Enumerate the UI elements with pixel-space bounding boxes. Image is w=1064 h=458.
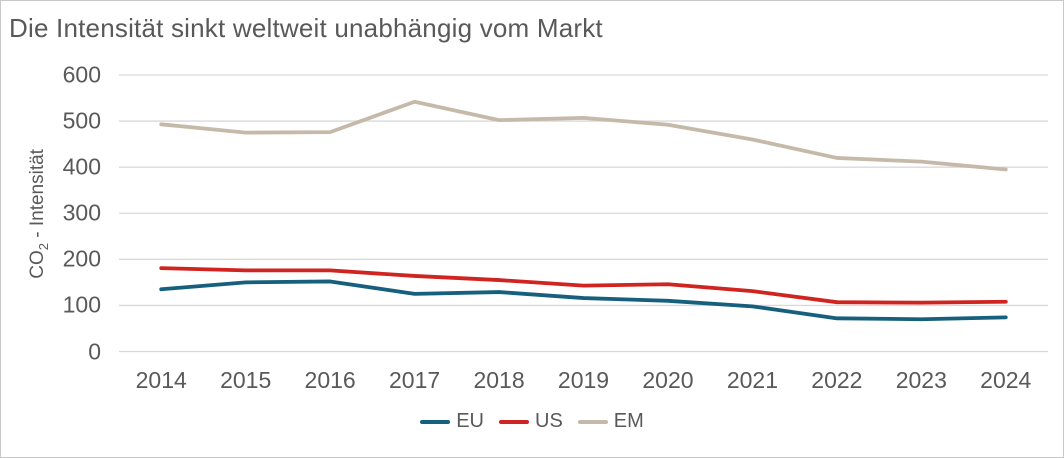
y-tick-label-200: 200 [62,245,101,272]
x-tick-label-2016: 2016 [304,367,356,393]
y-tick-label-0: 0 [88,338,101,364]
legend-label-us: US [535,410,563,432]
x-tick-label-2018: 2018 [473,367,525,393]
x-tick-label-2024: 2024 [980,367,1032,393]
legend-item-eu: EU [420,410,484,433]
x-tick-label-2019: 2019 [557,367,610,393]
y-tick-label-600: 600 [62,61,101,88]
series-line-em [159,99,1008,172]
x-tick-label-2015: 2015 [220,367,272,393]
series-line-eu [159,279,1008,322]
chart-title: Die Intensität sinkt weltweit unabhängig… [9,13,603,43]
x-tick-label-2023: 2023 [895,367,947,393]
x-tick-label-2022: 2022 [811,367,863,393]
legend-swatch-eu [420,419,451,424]
x-tick-label-2017: 2017 [388,367,441,393]
legend-label-eu: EU [456,410,484,432]
y-tick-label-100: 100 [62,291,101,318]
x-tick-label-2020: 2020 [642,367,694,393]
legend-label-em: EM [613,410,644,432]
x-tick-label-2014: 2014 [135,367,187,393]
legend-swatch-us [499,419,529,424]
legend-swatch-em [577,419,608,424]
legend-item-us: US [499,410,563,433]
chart-legend: EU US EM [1,410,1063,433]
y-tick-label-400: 400 [62,153,101,180]
x-tick-label-2021: 2021 [726,367,778,393]
y-tick-label-500: 500 [62,107,101,134]
legend-item-em: EM [577,410,644,433]
series-line-us [159,266,1008,305]
y-tick-label-300: 300 [62,199,101,226]
